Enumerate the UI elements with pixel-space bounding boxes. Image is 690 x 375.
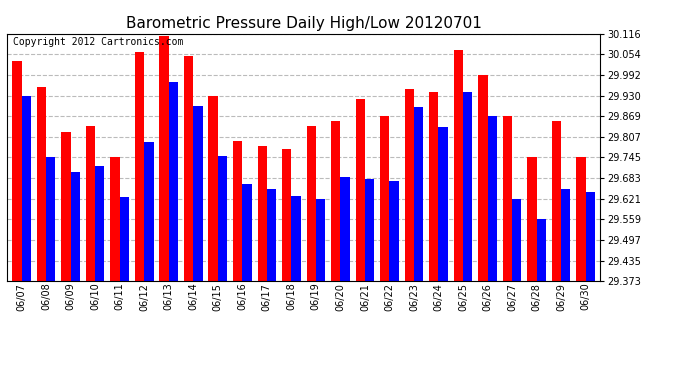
- Bar: [159, 36, 169, 281]
- Bar: [144, 142, 154, 281]
- Bar: [488, 116, 497, 281]
- Bar: [552, 121, 561, 281]
- Bar: [512, 199, 522, 281]
- Text: Copyright 2012 Cartronics.com: Copyright 2012 Cartronics.com: [13, 38, 184, 48]
- Bar: [70, 172, 80, 281]
- Bar: [414, 107, 423, 281]
- Bar: [438, 128, 448, 281]
- Bar: [355, 99, 365, 281]
- Bar: [586, 192, 595, 281]
- Bar: [389, 181, 399, 281]
- Bar: [429, 92, 438, 281]
- Bar: [503, 116, 512, 281]
- Bar: [463, 92, 472, 281]
- Bar: [267, 189, 276, 281]
- Bar: [537, 219, 546, 281]
- Bar: [193, 106, 203, 281]
- Bar: [110, 158, 119, 281]
- Bar: [306, 126, 316, 281]
- Bar: [37, 87, 46, 281]
- Bar: [119, 197, 129, 281]
- Bar: [86, 126, 95, 281]
- Bar: [380, 116, 389, 281]
- Bar: [61, 132, 70, 281]
- Bar: [291, 196, 301, 281]
- Bar: [561, 189, 571, 281]
- Title: Barometric Pressure Daily High/Low 20120701: Barometric Pressure Daily High/Low 20120…: [126, 16, 482, 31]
- Bar: [365, 179, 374, 281]
- Bar: [340, 177, 350, 281]
- Bar: [95, 166, 104, 281]
- Bar: [453, 50, 463, 281]
- Bar: [21, 96, 31, 281]
- Bar: [46, 158, 55, 281]
- Bar: [576, 158, 586, 281]
- Bar: [331, 121, 340, 281]
- Bar: [404, 89, 414, 281]
- Bar: [282, 149, 291, 281]
- Bar: [257, 146, 267, 281]
- Bar: [316, 199, 325, 281]
- Bar: [218, 156, 227, 281]
- Bar: [242, 184, 252, 281]
- Bar: [208, 96, 218, 281]
- Bar: [478, 75, 488, 281]
- Bar: [169, 82, 178, 281]
- Bar: [184, 56, 193, 281]
- Bar: [12, 61, 21, 281]
- Bar: [527, 158, 537, 281]
- Bar: [233, 141, 242, 281]
- Bar: [135, 53, 144, 281]
